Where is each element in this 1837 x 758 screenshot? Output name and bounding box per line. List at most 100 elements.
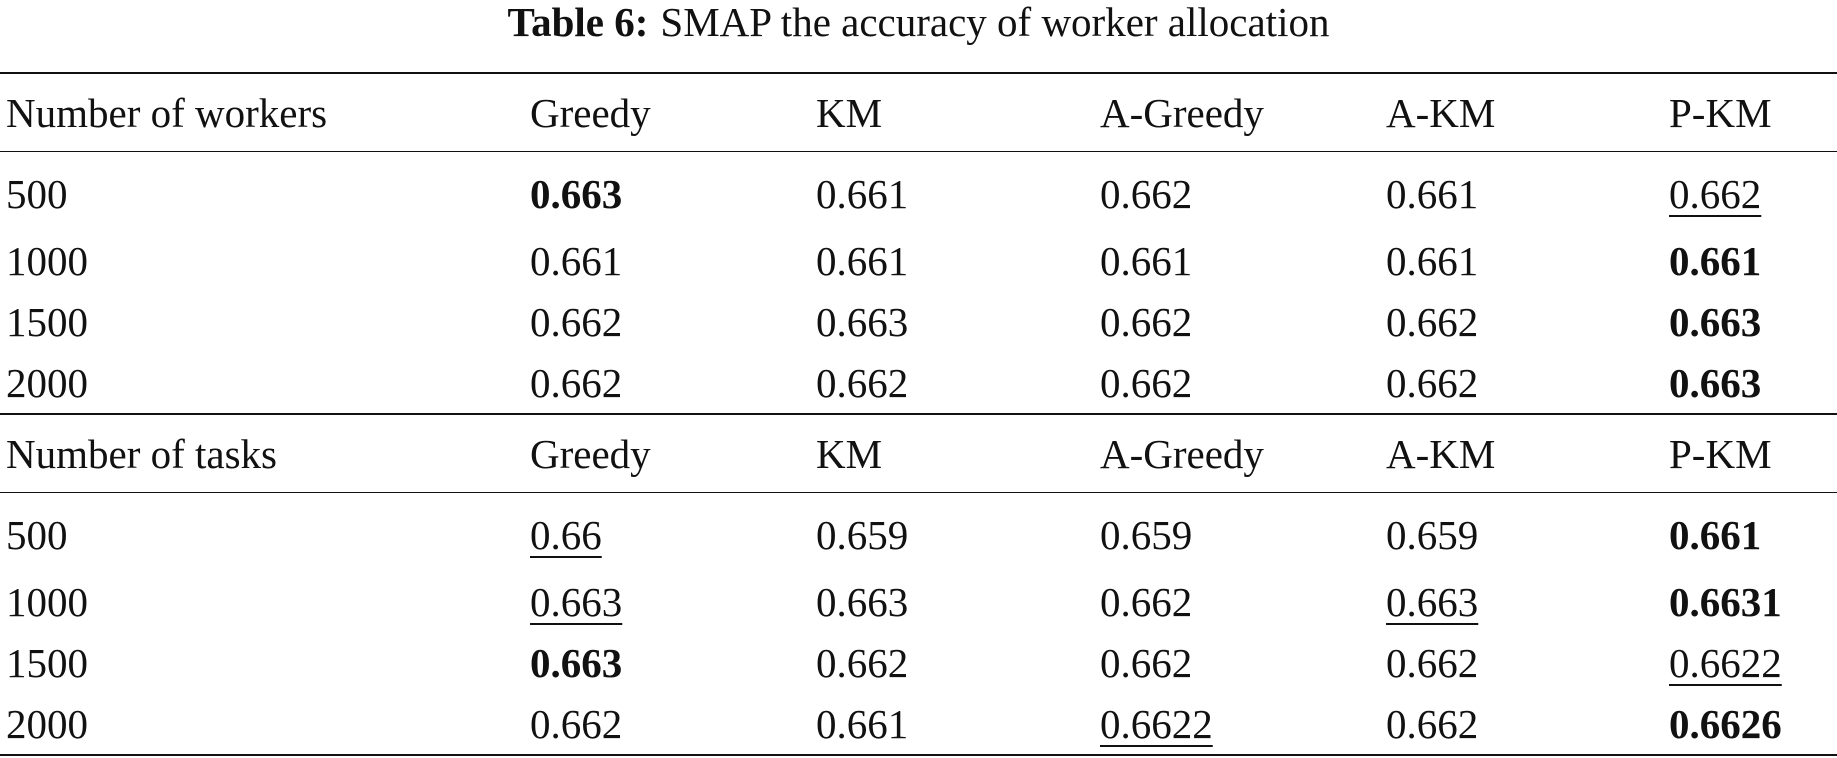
cell-value: 0.662: [816, 639, 909, 686]
cell-value: 0.6631: [1669, 578, 1782, 625]
value-cell: 0.661: [1094, 230, 1380, 291]
table-row: 2000 0.662 0.662 0.662 0.662 0.663: [0, 352, 1837, 414]
row-label: 2000: [6, 700, 88, 747]
cell-value: 0.662: [816, 359, 909, 406]
table-caption: Table 6: SMAP the accuracy of worker allo…: [0, 0, 1837, 50]
row-label-cell: 500: [0, 152, 524, 231]
value-cell: 0.663: [810, 571, 1094, 632]
cell-value: 0.662: [1386, 298, 1479, 345]
cell-value: 0.662: [1100, 359, 1193, 406]
cell-value: 0.663: [1669, 359, 1762, 406]
column-header: Greedy: [524, 72, 810, 152]
value-cell: 0.662: [1380, 291, 1663, 352]
value-cell: 0.661: [1380, 152, 1663, 231]
value-cell: 0.662: [524, 693, 810, 756]
cell-value: 0.662: [1100, 298, 1193, 345]
row-label: 1500: [6, 639, 88, 686]
column-header: A-Greedy: [1094, 72, 1380, 152]
cell-value: 0.662: [1100, 171, 1193, 217]
row-label: 1000: [6, 237, 88, 284]
value-cell: 0.6622: [1094, 693, 1380, 756]
value-cell: 0.659: [1094, 493, 1380, 572]
value-cell: 0.663: [524, 571, 810, 632]
column-header: KM: [810, 413, 1094, 493]
column-header: A-KM: [1380, 413, 1663, 493]
value-cell: 0.663: [524, 632, 810, 693]
value-cell: 0.662: [524, 291, 810, 352]
table-row: 1000 0.661 0.661 0.661 0.661 0.661: [0, 230, 1837, 291]
cell-value: 0.662: [1386, 639, 1479, 686]
cell-value: 0.661: [1669, 512, 1762, 558]
row-label: 500: [6, 171, 68, 217]
cell-value: 0.661: [530, 237, 623, 284]
cell-value: 0.663: [816, 298, 909, 345]
row-label: 1500: [6, 298, 88, 345]
results-table-body: Number of workers Greedy KM A-Greedy A-KM P-K…: [0, 72, 1837, 756]
row-label: 1000: [6, 578, 88, 625]
row-group-label: Number of tasks: [0, 413, 524, 493]
cell-value: 0.661: [1100, 237, 1193, 284]
column-header: A-Greedy: [1094, 413, 1380, 493]
cell-value: 0.662: [1669, 171, 1762, 217]
value-cell: 0.662: [1094, 352, 1380, 414]
row-label-cell: 2000: [0, 693, 524, 756]
table-row: 1500 0.663 0.662 0.662 0.662 0.6622: [0, 632, 1837, 693]
cell-value: 0.663: [1386, 578, 1479, 625]
value-cell: 0.661: [810, 230, 1094, 291]
value-cell: 0.662: [1663, 152, 1837, 231]
cell-value: 0.659: [816, 512, 909, 558]
row-label-cell: 1000: [0, 230, 524, 291]
value-cell: 0.662: [1380, 693, 1663, 756]
cell-value: 0.662: [530, 700, 623, 747]
value-cell: 0.663: [524, 152, 810, 231]
row-label-cell: 500: [0, 493, 524, 572]
value-cell: 0.662: [810, 632, 1094, 693]
value-cell: 0.659: [1380, 493, 1663, 572]
value-cell: 0.662: [1094, 571, 1380, 632]
cell-value: 0.661: [1669, 237, 1762, 284]
table-row: 1500 0.662 0.663 0.662 0.662 0.663: [0, 291, 1837, 352]
cell-value: 0.662: [530, 359, 623, 406]
value-cell: 0.662: [1380, 632, 1663, 693]
cell-value: 0.663: [1669, 298, 1762, 345]
value-cell: 0.662: [524, 352, 810, 414]
value-cell: 0.6622: [1663, 632, 1837, 693]
value-cell: 0.661: [1380, 230, 1663, 291]
cell-value: 0.662: [530, 298, 623, 345]
cell-value: 0.66: [530, 512, 602, 558]
results-table: Number of workers Greedy KM A-Greedy A-KM P-K…: [0, 72, 1837, 756]
cell-value: 0.6622: [1669, 639, 1782, 686]
cell-value: 0.661: [816, 700, 909, 747]
column-header: A-KM: [1380, 72, 1663, 152]
column-header: P-KM: [1663, 72, 1837, 152]
workers-header-row: Number of workers Greedy KM A-Greedy A-KM P-K…: [0, 72, 1837, 152]
value-cell: 0.662: [810, 352, 1094, 414]
value-cell: 0.662: [1094, 632, 1380, 693]
table-caption-label: Table 6:: [507, 0, 649, 45]
row-label-cell: 1500: [0, 632, 524, 693]
value-cell: 0.662: [1094, 152, 1380, 231]
row-label-cell: 2000: [0, 352, 524, 414]
table-row: 500 0.66 0.659 0.659 0.659 0.661: [0, 493, 1837, 572]
table-row: 500 0.663 0.661 0.662 0.661 0.662: [0, 152, 1837, 231]
table-caption-text: SMAP the accuracy of worker allocation: [660, 0, 1330, 45]
cell-value: 0.663: [530, 578, 623, 625]
cell-value: 0.661: [1386, 171, 1479, 217]
cell-value: 0.661: [816, 237, 909, 284]
cell-value: 0.6626: [1669, 700, 1782, 747]
value-cell: 0.662: [1094, 291, 1380, 352]
table-row: 1000 0.663 0.663 0.662 0.663 0.6631: [0, 571, 1837, 632]
cell-value: 0.661: [1386, 237, 1479, 284]
cell-value: 0.6622: [1100, 700, 1213, 747]
cell-value: 0.663: [530, 171, 623, 217]
cell-value: 0.662: [1386, 700, 1479, 747]
value-cell: 0.661: [1663, 493, 1837, 572]
cell-value: 0.663: [530, 639, 623, 686]
value-cell: 0.662: [1380, 352, 1663, 414]
cell-value: 0.662: [1100, 578, 1193, 625]
row-label-cell: 1000: [0, 571, 524, 632]
value-cell: 0.661: [1663, 230, 1837, 291]
value-cell: 0.663: [1663, 352, 1837, 414]
cell-value: 0.661: [816, 171, 909, 217]
